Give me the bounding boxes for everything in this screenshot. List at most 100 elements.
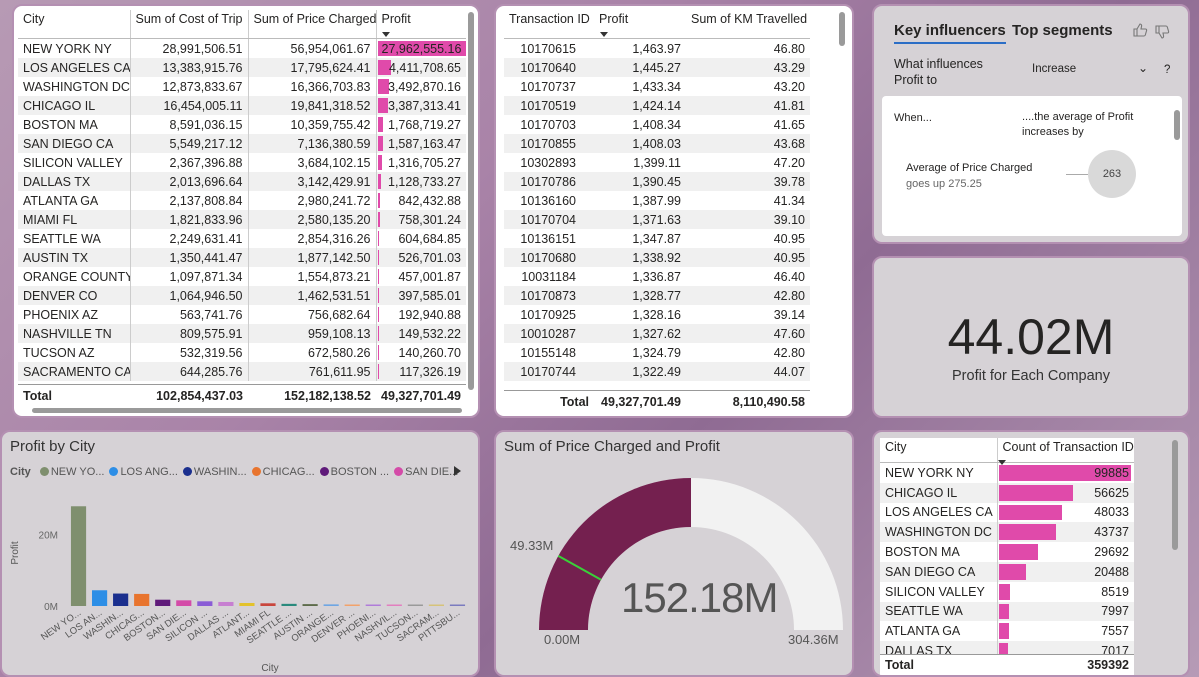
table-row[interactable]: 10170737 1,433.34 43.20: [504, 77, 810, 96]
chart-bar[interactable]: [365, 604, 381, 607]
table-row[interactable]: AUSTIN TX 1,350,441.47 1,877,142.50 526,701…: [18, 248, 466, 267]
table-row[interactable]: 10170640 1,445.27 43.29: [504, 58, 810, 77]
table-row[interactable]: 10170519 1,424.14 41.81: [504, 96, 810, 115]
count-value: 7997: [1101, 604, 1129, 619]
chart-bar[interactable]: [428, 604, 444, 607]
table-row[interactable]: SAN DIEGO CA 20488: [880, 561, 1134, 582]
table-row[interactable]: 10302893 1,399.11 47.20: [504, 153, 810, 172]
chart-bar[interactable]: [134, 593, 150, 606]
column-header-city[interactable]: City: [18, 10, 130, 39]
table-row[interactable]: ORANGE COUNTY 1,097,871.34 1,554,873.21 457…: [18, 267, 466, 286]
city-table-horizontal-scrollbar[interactable]: [32, 408, 462, 413]
chart-bar[interactable]: [281, 603, 297, 606]
table-row[interactable]: PHOENIX AZ 563,741.76 756,682.64 192,940.88: [18, 305, 466, 324]
chart-bar[interactable]: [323, 604, 339, 606]
gauge-value-arc[interactable]: [539, 478, 691, 630]
profit-data-bar: [377, 364, 379, 379]
column-header-transaction-id[interactable]: Transaction ID: [504, 10, 594, 39]
column-header-count[interactable]: Count of Transaction ID: [996, 438, 1134, 463]
legend-dot: [394, 467, 404, 476]
table-row[interactable]: BOSTON MA 8,591,036.15 10,359,755.42 1,768,…: [18, 115, 466, 134]
transaction-table-vertical-scrollbar[interactable]: [839, 12, 845, 46]
column-header-price[interactable]: Sum of Price Charged: [247, 10, 376, 39]
legend-item[interactable]: WASHIN...: [182, 466, 247, 478]
table-row[interactable]: ATLANTA GA 7557: [880, 621, 1134, 642]
table-row[interactable]: 10010287 1,327.62 47.60: [504, 324, 810, 343]
table-row[interactable]: 10170786 1,390.45 39.78: [504, 172, 810, 191]
profit-cell: 1,408.34: [632, 117, 681, 132]
table-row[interactable]: NEW YORK NY 28,991,506.51 56,954,061.67 27,…: [18, 38, 466, 58]
legend-item[interactable]: NEW YO...: [39, 466, 104, 478]
legend-item[interactable]: SAN DIE...: [394, 466, 458, 478]
thumbs-up-icon[interactable]: [1132, 22, 1148, 38]
column-header-profit[interactable]: Profit: [594, 10, 686, 39]
legend-item[interactable]: BOSTON ...: [319, 466, 389, 478]
table-row[interactable]: DENVER CO 1,064,946.50 1,462,531.51 397,585…: [18, 286, 466, 305]
influencer-scrollbar[interactable]: [1174, 110, 1180, 140]
table-row[interactable]: TUCSON AZ 532,319.56 672,580.26 140,260.70: [18, 343, 466, 362]
table-row[interactable]: WASHINGTON DC 43737: [880, 522, 1134, 543]
thumbs-down-icon[interactable]: [1154, 24, 1170, 40]
legend-item[interactable]: CHICAG...: [251, 466, 315, 478]
table-row[interactable]: 10170615 1,463.97 46.80: [504, 39, 810, 59]
table-row[interactable]: 10170704 1,371.63 39.10: [504, 210, 810, 229]
chart-bar[interactable]: [176, 600, 192, 606]
table-row[interactable]: 10170873 1,328.77 42.80: [504, 286, 810, 305]
table-row[interactable]: CHICAGO IL 56625: [880, 482, 1134, 503]
table-row[interactable]: CHICAGO IL 16,454,005.11 19,841,318.52 3,38…: [18, 96, 466, 115]
table-row[interactable]: MIAMI FL 1,821,833.96 2,580,135.20 758,301.…: [18, 210, 466, 229]
count-table-scrollbar[interactable]: [1172, 440, 1178, 550]
table-row[interactable]: WASHINGTON DC 12,873,833.67 16,366,703.83 3…: [18, 77, 466, 96]
table-row[interactable]: 10170744 1,322.49 44.07: [504, 362, 810, 381]
chart-bar[interactable]: [260, 603, 276, 606]
chart-bar[interactable]: [218, 601, 234, 606]
city-table-vertical-scrollbar[interactable]: [468, 12, 474, 390]
price-cell: 7,136,380.59: [247, 134, 376, 153]
table-row[interactable]: SAN DIEGO CA 5,549,217.12 7,136,380.59 1,58…: [18, 134, 466, 153]
chart-bar[interactable]: [386, 604, 402, 607]
influencer-direction-dropdown[interactable]: Increase ⌄: [1032, 61, 1160, 81]
chart-bar[interactable]: [197, 601, 213, 606]
tab-key-influencers[interactable]: Key influencers: [894, 22, 1006, 44]
chart-bar[interactable]: [92, 590, 108, 606]
chart-bar[interactable]: [113, 593, 129, 606]
table-row[interactable]: SACRAMENTO CA 644,285.76 761,611.95 117,326…: [18, 362, 466, 381]
column-header-profit[interactable]: Profit: [375, 10, 466, 39]
legend-next-icon[interactable]: [454, 466, 461, 476]
factor-title[interactable]: Average of Price Charged: [906, 162, 1033, 174]
table-row[interactable]: 10031184 1,336.87 46.40: [504, 267, 810, 286]
chart-bar[interactable]: [239, 602, 255, 606]
table-row[interactable]: LOS ANGELES CA 48033: [880, 502, 1134, 523]
table-row[interactable]: SEATTLE WA 2,249,631.41 2,854,316.26 604,68…: [18, 229, 466, 248]
table-row[interactable]: NEW YORK NY 99885: [880, 462, 1134, 483]
chart-bar[interactable]: [344, 604, 360, 607]
chart-bar[interactable]: [70, 506, 87, 606]
table-row[interactable]: 10136160 1,387.99 41.34: [504, 191, 810, 210]
table-row[interactable]: 10170855 1,408.03 43.68: [504, 134, 810, 153]
table-row[interactable]: LOS ANGELES CA 13,383,915.76 17,795,624.41…: [18, 58, 466, 77]
table-row[interactable]: DALLAS TX 2,013,696.64 3,142,429.91 1,128,7…: [18, 172, 466, 191]
column-header-km[interactable]: Sum of KM Travelled: [686, 10, 810, 39]
chart-bar[interactable]: [449, 604, 466, 607]
table-row[interactable]: ATLANTA GA 2,137,808.84 2,980,241.72 842,43…: [18, 191, 466, 210]
table-row[interactable]: BOSTON MA 29692: [880, 542, 1134, 562]
table-row[interactable]: 10155148 1,324.79 42.80: [504, 343, 810, 362]
influence-bubble[interactable]: 263: [1088, 150, 1136, 198]
help-icon[interactable]: ?: [1164, 64, 1171, 76]
table-row[interactable]: NASHVILLE TN 809,575.91 959,108.13 149,532.…: [18, 324, 466, 343]
chart-bar[interactable]: [302, 604, 318, 606]
legend-item[interactable]: LOS ANG...: [109, 466, 178, 478]
tab-top-segments[interactable]: Top segments: [1012, 22, 1113, 39]
table-row[interactable]: SILICON VALLEY 2,367,396.88 3,684,102.15 1,…: [18, 153, 466, 172]
column-header-city[interactable]: City: [880, 438, 997, 463]
column-header-cost[interactable]: Sum of Cost of Trip: [129, 10, 248, 39]
table-row[interactable]: 10136151 1,347.87 40.95: [504, 229, 810, 248]
table-row[interactable]: 10170703 1,408.34 41.65: [504, 115, 810, 134]
table-row[interactable]: SEATTLE WA 7997: [880, 601, 1134, 622]
table-row[interactable]: SILICON VALLEY 8519: [880, 581, 1134, 602]
chart-bar[interactable]: [155, 599, 171, 606]
table-row[interactable]: 10170680 1,338.92 40.95: [504, 248, 810, 267]
table-row[interactable]: 10170925 1,328.16 39.14: [504, 305, 810, 324]
chart-bar[interactable]: [407, 604, 423, 607]
